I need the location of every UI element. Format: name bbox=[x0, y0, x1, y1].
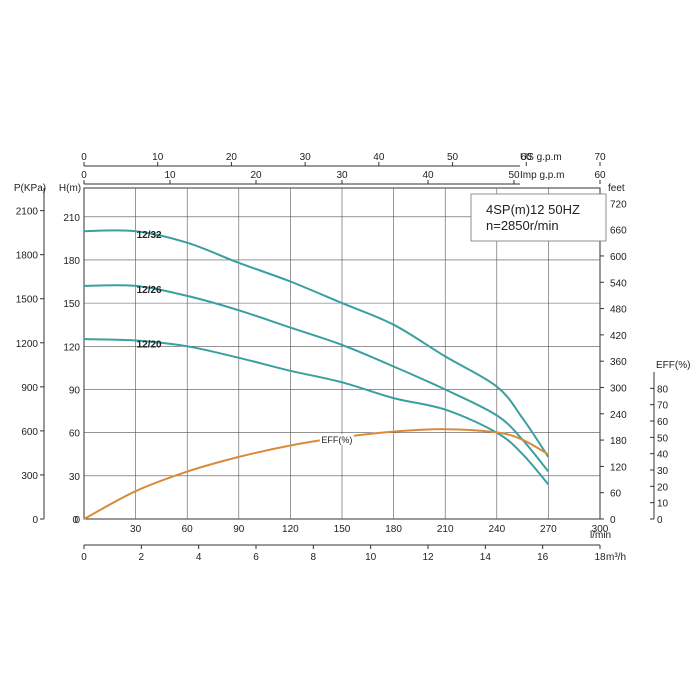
x-tick-label-us-gpm: 30 bbox=[300, 152, 312, 163]
y-tick-label-eff: 40 bbox=[657, 450, 669, 461]
y-tick-label-head: 120 bbox=[63, 342, 80, 353]
y-tick-label-head: 210 bbox=[63, 213, 80, 224]
series-label-12-32: 12/32 bbox=[137, 230, 162, 241]
y-axis-label-feet: feet bbox=[608, 183, 625, 194]
y-tick-label-feet: 480 bbox=[610, 305, 627, 316]
y-tick-label-head: 180 bbox=[63, 256, 80, 267]
series-line-12-32 bbox=[83, 229, 550, 458]
x-tick-label-lmin: 180 bbox=[385, 524, 402, 535]
x-tick-label-lmin: 150 bbox=[334, 524, 351, 535]
series-line-12-20 bbox=[83, 338, 550, 486]
y-tick-label-head: 60 bbox=[69, 429, 81, 440]
x-tick-label-lmin: 30 bbox=[130, 524, 142, 535]
y-tick-label-pressure: 300 bbox=[21, 471, 38, 482]
y-tick-label-feet: 420 bbox=[610, 331, 627, 342]
series-line-12-26 bbox=[83, 284, 550, 473]
x-tick-label-m3h: 10 bbox=[365, 552, 377, 563]
y-tick-label-feet: 180 bbox=[610, 436, 627, 447]
y-tick-label-eff: 60 bbox=[657, 417, 669, 428]
y-tick-label-pressure: 0 bbox=[32, 515, 38, 526]
y-tick-label-feet: 300 bbox=[610, 383, 627, 394]
x-tick-label-m3h: 2 bbox=[139, 552, 145, 563]
x-tick-label-imp-gpm: 40 bbox=[422, 170, 434, 181]
x-tick-label-imp-gpm: 0 bbox=[81, 170, 87, 181]
y-axis-label-eff: EFF(%) bbox=[656, 360, 690, 371]
y-tick-label-eff: 70 bbox=[657, 401, 669, 412]
x-tick-label-lmin: 210 bbox=[437, 524, 454, 535]
x-tick-label-imp-gpm: 10 bbox=[164, 170, 176, 181]
y-tick-label-feet: 660 bbox=[610, 226, 627, 237]
speed-label: n=2850r/min bbox=[486, 218, 559, 233]
x-tick-label-lmin: 120 bbox=[282, 524, 299, 535]
model-label: 4SP(m)12 50HZ bbox=[486, 202, 580, 217]
series-label-12-26: 12/26 bbox=[137, 285, 162, 296]
y-tick-label-eff: 50 bbox=[657, 433, 669, 444]
x-tick-label-us-gpm: 40 bbox=[373, 152, 385, 163]
x-tick-label-m3h: 0 bbox=[81, 552, 87, 563]
x-tick-label-m3h: 18 bbox=[594, 552, 606, 563]
x-tick-label-lmin: 90 bbox=[233, 524, 245, 535]
series-label-eff: EFF(%) bbox=[321, 435, 352, 445]
y-tick-label-pressure: 2100 bbox=[16, 207, 39, 218]
x-tick-label-m3h: 12 bbox=[422, 552, 434, 563]
x-axis-label-us-gpm: US g.p.m bbox=[520, 152, 562, 163]
y-tick-label-pressure: 900 bbox=[21, 383, 38, 394]
x-tick-label-imp-gpm: 30 bbox=[336, 170, 348, 181]
y-tick-label-feet: 600 bbox=[610, 252, 627, 263]
info-box: 4SP(m)12 50HZ n=2850r/min bbox=[470, 193, 607, 242]
x-tick-label-lmin: 60 bbox=[182, 524, 194, 535]
x-axis-label-imp-gpm: Imp g.p.m bbox=[520, 170, 564, 181]
x-tick-label-lmin: 300 bbox=[592, 524, 609, 535]
y-tick-label-pressure: 1500 bbox=[16, 295, 39, 306]
y-axis-label-pressure: P(KPa) bbox=[14, 183, 46, 194]
x-tick-label-us-gpm: 70 bbox=[594, 152, 606, 163]
x-tick-label-imp-gpm: 50 bbox=[508, 170, 520, 181]
y-tick-label-head: 30 bbox=[69, 472, 81, 483]
y-axis-label-head: H(m) bbox=[59, 183, 81, 194]
grid bbox=[83, 187, 601, 520]
x-tick-label-us-gpm: 60 bbox=[521, 152, 533, 163]
y-tick-label-eff: 0 bbox=[657, 515, 663, 526]
y-tick-label-head: 150 bbox=[63, 299, 80, 310]
y-tick-label-feet: 720 bbox=[610, 199, 627, 210]
y-tick-label-pressure: 600 bbox=[21, 427, 38, 438]
x-tick-label-imp-gpm: 60 bbox=[594, 170, 606, 181]
x-tick-label-lmin: 240 bbox=[488, 524, 505, 535]
y-tick-label-head: 90 bbox=[69, 385, 81, 396]
series-label-12-20: 12/20 bbox=[137, 340, 162, 351]
y-tick-label-eff: 80 bbox=[657, 384, 669, 395]
y-tick-label-pressure: 1200 bbox=[16, 339, 39, 350]
x-axis-label-lmin: l/min bbox=[590, 530, 611, 541]
y-tick-label-eff: 20 bbox=[657, 482, 669, 493]
y-tick-label-head: 0 bbox=[74, 515, 80, 526]
x-tick-label-imp-gpm: 20 bbox=[250, 170, 262, 181]
y-tick-label-eff: 30 bbox=[657, 466, 669, 477]
y-tick-label-feet: 360 bbox=[610, 357, 627, 368]
y-tick-label-eff: 10 bbox=[657, 499, 669, 510]
x-tick-label-lmin: 0 bbox=[72, 515, 78, 526]
x-tick-label-m3h: 8 bbox=[311, 552, 317, 563]
y-tick-label-feet: 540 bbox=[610, 278, 627, 289]
x-tick-label-m3h: 16 bbox=[537, 552, 549, 563]
y-tick-label-feet: 240 bbox=[610, 410, 627, 421]
x-tick-label-us-gpm: 10 bbox=[152, 152, 164, 163]
series-label-bg bbox=[319, 433, 354, 445]
x-tick-label-m3h: 14 bbox=[480, 552, 492, 563]
labels: 12/32 12/26 12/20 EFF(%) bbox=[137, 230, 354, 445]
x-tick-label-us-gpm: 20 bbox=[226, 152, 238, 163]
series-line-eff bbox=[83, 428, 549, 520]
axes: 30 60 90 120 150 180 210 240 270 3000l/min0306090… bbox=[14, 152, 691, 563]
x-axis-label-m3h: m³/h bbox=[606, 552, 626, 563]
x-tick-label-lmin: 270 bbox=[540, 524, 557, 535]
y-tick-label-feet: 120 bbox=[610, 462, 627, 473]
y-tick-label-pressure: 1800 bbox=[16, 251, 39, 262]
y-tick-label-feet: 60 bbox=[610, 489, 622, 500]
x-tick-label-m3h: 4 bbox=[196, 552, 202, 563]
x-tick-label-us-gpm: 50 bbox=[447, 152, 459, 163]
x-tick-label-m3h: 6 bbox=[253, 552, 259, 563]
x-tick-label-us-gpm: 0 bbox=[81, 152, 87, 163]
y-tick-label-feet: 0 bbox=[610, 515, 616, 526]
